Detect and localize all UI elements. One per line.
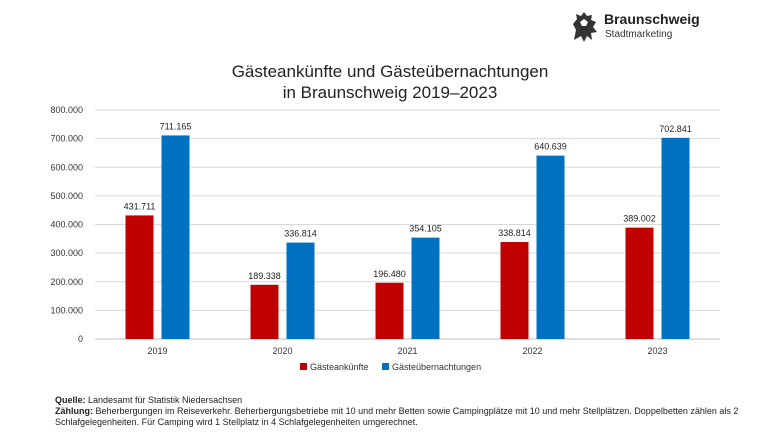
y-tick-label: 200.000 — [50, 277, 83, 287]
data-label: 354.105 — [409, 224, 442, 234]
count-label: Zählung: — [55, 406, 93, 416]
y-tick-label: 700.000 — [50, 134, 83, 144]
data-label: 389.002 — [623, 214, 656, 224]
chart-title: Gästeankünfte und Gästeübernachtungen — [231, 62, 549, 81]
chart-title-block: Gästeankünfte und Gästeübernachtungen in… — [0, 61, 780, 103]
data-label: 196.480 — [373, 269, 406, 279]
count-text: Beherbergungen im Reiseverkehr. Beherber… — [55, 406, 739, 427]
legend-label: Gästeübernachtungen — [392, 362, 481, 372]
y-tick-label: 400.000 — [50, 220, 83, 230]
bar-gaesteuebernachtungen — [161, 135, 190, 339]
legend-swatch — [382, 363, 389, 370]
data-label: 711.165 — [160, 121, 192, 131]
count-note: Zählung: Beherbergungen im Reiseverkehr.… — [55, 406, 770, 428]
source-note: Quelle: Landesamt für Statistik Niedersa… — [55, 395, 770, 406]
bar-gaesteankuenfte — [500, 242, 529, 339]
bar-gaesteuebernachtungen — [536, 155, 565, 339]
data-label: 338.814 — [498, 228, 531, 238]
x-tick-label: 2023 — [647, 346, 667, 356]
bar-gaesteuebernachtungen — [661, 137, 690, 339]
logo-brand: Braunschweig — [604, 11, 700, 27]
y-tick-label: 500.000 — [50, 191, 83, 201]
legend-swatch — [300, 363, 307, 370]
bar-gaesteankuenfte — [250, 284, 279, 339]
data-label: 640.639 — [534, 142, 567, 152]
data-label: 189.338 — [248, 271, 281, 281]
y-tick-label: 100.000 — [50, 305, 83, 315]
y-tick-label: 0 — [78, 334, 83, 344]
x-tick-label: 2022 — [522, 346, 542, 356]
source-text: Landesamt für Statistik Niedersachsen — [85, 395, 243, 405]
data-label: 336.814 — [284, 229, 317, 239]
bar-gaesteankuenfte — [625, 227, 654, 339]
logo-subtitle: Stadtmarketing — [605, 29, 673, 40]
y-tick-label: 600.000 — [50, 162, 83, 172]
lion-icon — [573, 12, 597, 42]
bar-gaesteankuenfte — [125, 215, 154, 339]
x-tick-label: 2021 — [397, 346, 417, 356]
logo: Braunschweig Stadtmarketing — [570, 10, 710, 46]
x-tick-label: 2020 — [272, 346, 292, 356]
data-label: 431.711 — [124, 201, 156, 211]
y-tick-label: 800.000 — [50, 105, 83, 115]
legend-label: Gästeankünfte — [310, 362, 369, 372]
data-label: 702.841 — [659, 124, 692, 134]
chart-subtitle: in Braunschweig 2019–2023 — [282, 83, 498, 102]
bar-gaesteankuenfte — [375, 282, 404, 339]
footer-notes: Quelle: Landesamt für Statistik Niedersa… — [55, 395, 770, 428]
x-tick-label: 2019 — [147, 346, 167, 356]
y-tick-label: 300.000 — [50, 248, 83, 258]
source-label: Quelle: — [55, 395, 86, 405]
bar-gaesteuebernachtungen — [411, 237, 440, 339]
bar-gaesteuebernachtungen — [286, 242, 315, 339]
